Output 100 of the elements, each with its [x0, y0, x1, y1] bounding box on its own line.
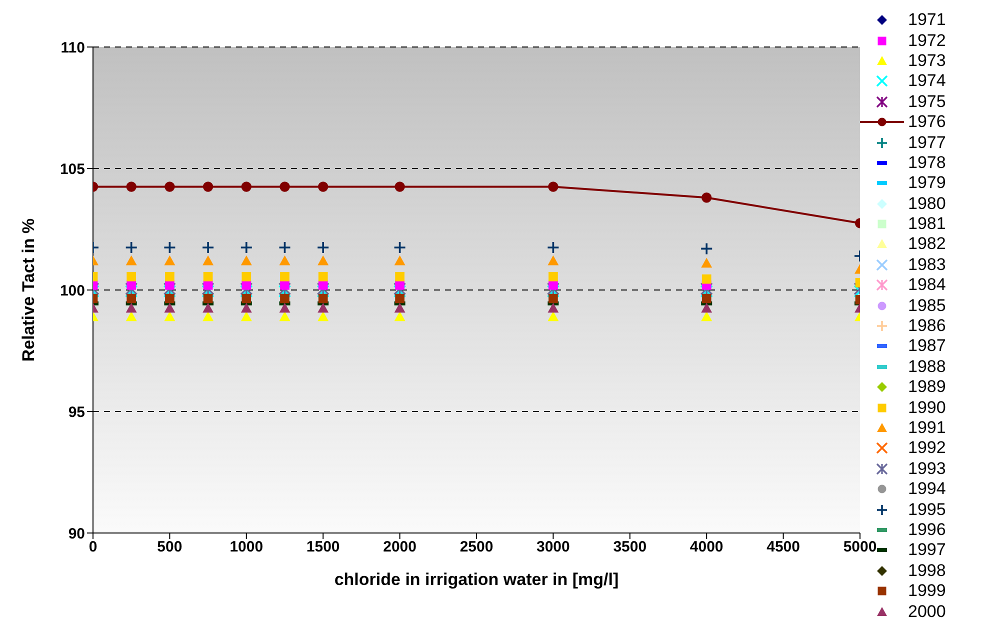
point	[164, 182, 175, 192]
point	[163, 282, 176, 296]
point	[316, 282, 330, 296]
legend-label: 2000	[908, 602, 946, 622]
point	[394, 182, 405, 192]
legend-label: 1994	[908, 479, 946, 500]
point	[548, 311, 559, 322]
point	[318, 182, 328, 192]
legend-label: 1985	[908, 296, 946, 316]
point	[240, 255, 252, 266]
point	[278, 241, 292, 254]
point	[240, 302, 252, 313]
point	[202, 284, 214, 298]
point	[165, 294, 174, 304]
legend-label: 1993	[908, 458, 946, 479]
point	[164, 255, 176, 266]
point	[126, 255, 137, 266]
point	[546, 241, 560, 254]
x-tick-label: 500	[157, 538, 182, 556]
legend-label: 1974	[908, 71, 946, 92]
legend-label: 1999	[908, 581, 946, 602]
point	[241, 182, 252, 192]
x-tick-label: 1000	[230, 538, 264, 556]
y-tick-label: 95	[68, 404, 85, 421]
point	[393, 241, 406, 254]
point	[394, 302, 406, 313]
point	[240, 282, 253, 296]
point	[318, 311, 329, 322]
point	[546, 284, 560, 298]
point	[164, 302, 176, 313]
point	[318, 255, 329, 266]
x-tick-label: 4000	[690, 538, 724, 556]
legend-label: 1987	[908, 336, 946, 356]
point	[164, 311, 176, 322]
point	[701, 311, 712, 322]
point	[202, 182, 214, 192]
point	[548, 272, 558, 282]
legend-label: 1978	[908, 152, 946, 173]
point	[548, 302, 559, 313]
legend-label: 1998	[908, 560, 946, 581]
point	[700, 282, 713, 296]
legend-label: 1977	[908, 132, 946, 153]
point	[318, 302, 329, 313]
point	[242, 294, 252, 304]
point	[203, 272, 213, 282]
point	[546, 282, 560, 296]
point	[126, 182, 136, 192]
legend-label: 1996	[908, 520, 946, 540]
point	[280, 294, 290, 304]
legend-label: 1991	[908, 418, 946, 438]
point	[316, 241, 330, 254]
point	[279, 255, 290, 266]
point	[701, 302, 712, 313]
point	[202, 255, 214, 266]
point	[240, 241, 253, 254]
x-tick-label: 4500	[766, 538, 800, 556]
point	[202, 302, 214, 313]
x-tick-label: 3500	[613, 538, 647, 556]
point	[395, 272, 404, 282]
legend-label: 1980	[908, 194, 946, 214]
legend-label: 1983	[908, 254, 946, 275]
y-tick-label: 90	[68, 525, 85, 542]
legend-label: 1988	[908, 356, 946, 377]
point	[126, 294, 136, 304]
point	[700, 242, 713, 256]
point	[394, 311, 406, 322]
point	[165, 272, 174, 282]
point	[318, 272, 328, 282]
point	[124, 241, 138, 254]
point	[278, 282, 292, 296]
point	[124, 284, 138, 298]
point	[240, 311, 252, 322]
point	[548, 182, 558, 192]
point	[394, 282, 406, 296]
x-axis-title: chloride in irrigation water in [mg/l]	[334, 570, 619, 589]
x-tick-label: 0	[88, 538, 98, 556]
legend-label: 1997	[908, 540, 946, 560]
point	[395, 294, 404, 304]
point	[394, 255, 406, 266]
x-tick-label: 1500	[306, 538, 340, 556]
point	[279, 302, 290, 313]
legend-label: 1975	[908, 92, 946, 112]
y-tick-label: 110	[60, 39, 85, 56]
point	[202, 241, 214, 254]
legend-label: 1979	[908, 173, 946, 194]
legend-label: 1986	[908, 316, 946, 336]
point	[279, 311, 290, 322]
point	[700, 284, 713, 298]
point	[163, 241, 176, 254]
x-tick-label: 2000	[383, 538, 416, 556]
point	[126, 311, 137, 322]
point	[280, 272, 290, 282]
point	[702, 274, 712, 284]
legend-label: 1971	[908, 10, 946, 30]
point	[548, 294, 558, 304]
legend-label: 1972	[908, 30, 946, 51]
legend-label: 1995	[908, 500, 946, 520]
point	[202, 311, 214, 322]
point	[126, 302, 137, 313]
point	[393, 284, 406, 298]
